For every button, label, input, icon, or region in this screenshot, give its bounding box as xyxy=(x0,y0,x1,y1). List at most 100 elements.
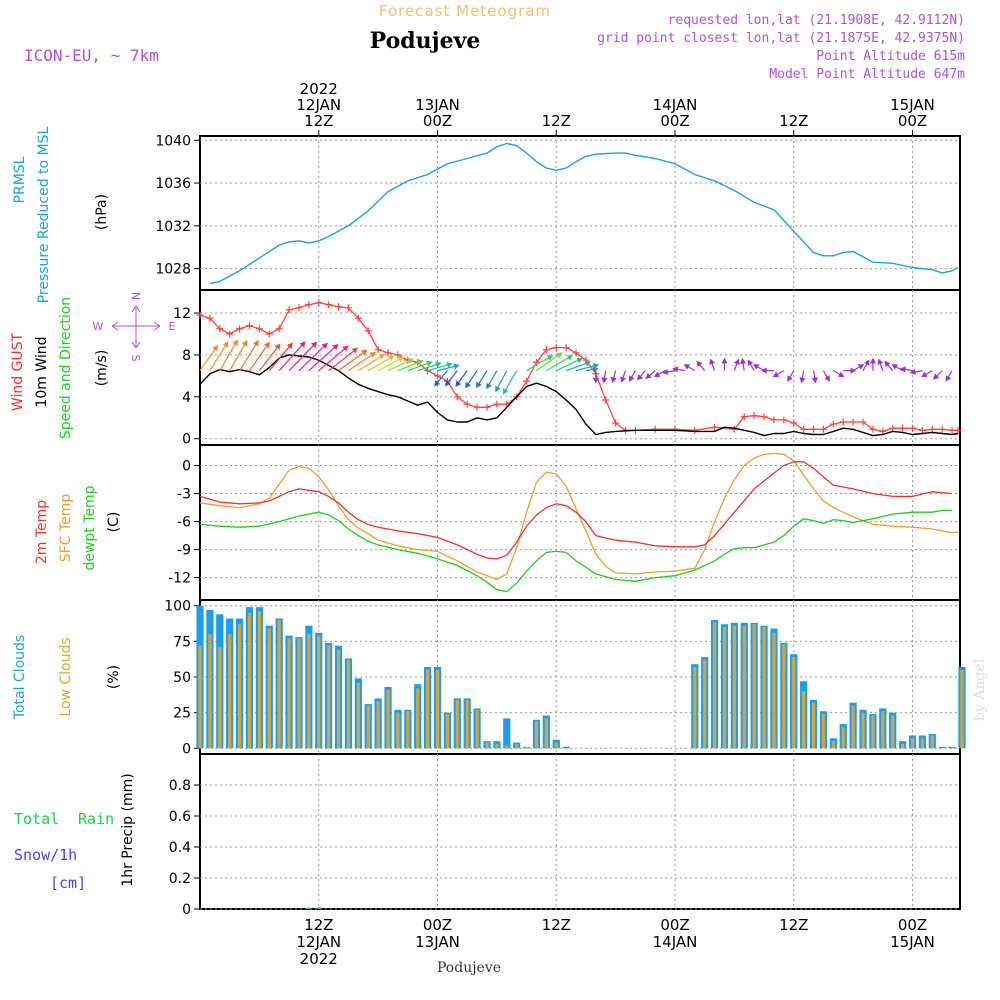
gust-marker xyxy=(434,372,441,380)
gust-marker xyxy=(691,426,699,434)
compass-s: S xyxy=(129,355,142,362)
gust-marker xyxy=(918,426,926,434)
wind-arrowhead xyxy=(672,366,679,373)
label-ms: (m/s) xyxy=(94,350,110,387)
wind-arrowhead xyxy=(683,364,691,370)
wind-arrowhead xyxy=(232,339,238,346)
gust-marker xyxy=(790,419,798,427)
wind-arrowhead xyxy=(584,360,592,367)
wind-arrowhead xyxy=(877,358,884,365)
low-cloud-bar xyxy=(317,635,321,749)
gust-marker xyxy=(335,303,343,311)
wind-arrowhead xyxy=(752,364,760,370)
wind-arrow xyxy=(318,345,349,372)
wind-arrowhead xyxy=(696,360,703,368)
low-cloud-bar xyxy=(356,682,360,749)
wind-arrowhead xyxy=(378,353,385,360)
low-cloud-bar xyxy=(495,744,499,749)
gust-marker xyxy=(275,325,283,333)
label-wind-gust: Wind GUST xyxy=(10,332,26,411)
gust-marker xyxy=(295,304,303,312)
gust-marker xyxy=(954,426,962,434)
wind-arrowhead xyxy=(417,359,424,366)
wind-arrowhead xyxy=(592,377,599,384)
wind-arrowhead xyxy=(576,357,583,364)
temp-2m-line xyxy=(199,461,953,560)
y-tick-label: 75 xyxy=(173,634,191,650)
wind-arrowhead xyxy=(787,375,793,382)
label-percent: (%) xyxy=(106,665,122,689)
gust-marker xyxy=(859,418,867,426)
bottom-time-label: 12Z xyxy=(304,916,333,934)
label-total: Total xyxy=(14,810,59,828)
wind-arrowhead xyxy=(909,368,916,375)
y-tick-label: 8 xyxy=(182,348,191,364)
top-time-label: 00Z xyxy=(423,112,452,130)
wind-arrow xyxy=(199,345,219,371)
wind-arrow xyxy=(209,341,229,371)
low-cloud-bar xyxy=(277,619,281,749)
wind-arrowhead xyxy=(332,344,339,351)
wind-arrowhead xyxy=(351,347,358,354)
location-title: Podujeve xyxy=(370,28,481,54)
bottom-time-label: 12Z xyxy=(542,916,571,934)
low-cloud-bar xyxy=(841,726,845,749)
y-tick-label: -3 xyxy=(177,487,191,503)
gust-marker xyxy=(879,427,887,435)
wind-arrowhead xyxy=(212,344,219,352)
wind-arrow xyxy=(367,355,394,372)
low-cloud-bar xyxy=(426,669,430,749)
low-cloud-bar xyxy=(772,632,776,749)
wind-arrowhead xyxy=(933,373,940,380)
low-cloud-bar xyxy=(237,624,242,749)
low-cloud-bar xyxy=(297,638,301,749)
pressure-line xyxy=(209,142,959,285)
compass-arrows xyxy=(111,305,161,349)
low-cloud-bar xyxy=(910,738,915,749)
rain-bar xyxy=(316,907,321,909)
low-cloud-bar xyxy=(554,742,558,749)
bottom-time-label: 12JAN xyxy=(296,933,341,951)
bottom-time-label: 00Z xyxy=(423,916,452,934)
gust-marker xyxy=(463,400,471,408)
y-tick-label: 1036 xyxy=(155,176,191,192)
temp-sfc-line xyxy=(199,452,959,581)
top-time-label: 12Z xyxy=(304,112,333,130)
wind-arrowhead xyxy=(556,352,563,359)
wind-arrow xyxy=(229,340,248,371)
low-cloud-bar xyxy=(435,669,440,749)
y-tick-label: 0 xyxy=(182,432,191,448)
wind-arrow xyxy=(536,352,563,372)
y-tick-label: 100 xyxy=(164,599,191,615)
wind-arrow xyxy=(308,344,339,372)
label-snow: Snow/1h xyxy=(14,846,77,864)
low-cloud-bar xyxy=(792,657,796,749)
gust-marker xyxy=(800,425,808,433)
y-tick-label: -9 xyxy=(177,543,191,559)
label-2m-temp: 2m Temp xyxy=(34,500,50,564)
wind-arrowhead xyxy=(637,374,644,381)
low-cloud-bar xyxy=(247,612,252,749)
y-tick-label: 25 xyxy=(173,706,191,722)
wind-arrowhead xyxy=(222,341,229,348)
bottom-time-label: 00Z xyxy=(660,916,689,934)
bottom-time-label: 2022 xyxy=(300,950,338,968)
label-1hr-precip: 1hr Precip (mm) xyxy=(120,773,136,886)
wind-arrowhead xyxy=(824,375,830,382)
gust-marker xyxy=(483,403,491,411)
wind-arrowhead xyxy=(566,355,574,361)
low-cloud-bar xyxy=(544,718,548,749)
y-tick-label: -6 xyxy=(177,515,191,531)
wind-arrow xyxy=(338,349,368,372)
gust-marker xyxy=(829,420,837,428)
wind-arrowhead xyxy=(486,382,492,390)
bottom-time-label: 12Z xyxy=(779,916,808,934)
label-10m-wind: 10m Wind xyxy=(34,336,50,407)
top-time-label: 12Z xyxy=(542,112,571,130)
gust-marker xyxy=(889,424,897,432)
forecast-title: Forecast Meteogram xyxy=(379,2,551,20)
top-time-label: 00Z xyxy=(660,112,689,130)
total-cloud-bar xyxy=(503,718,511,749)
wind-arrowhead xyxy=(921,371,928,378)
wind-arrowhead xyxy=(592,362,599,369)
